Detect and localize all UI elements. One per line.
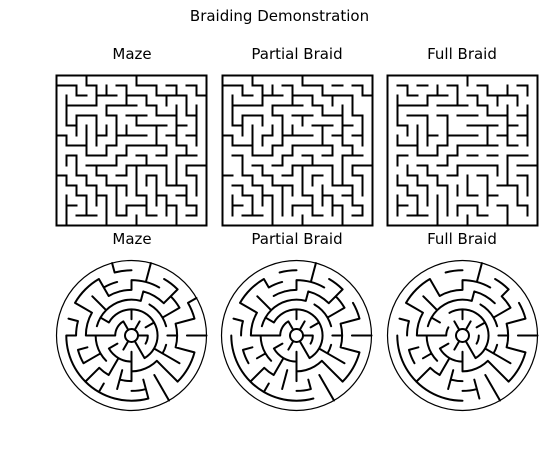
maze-walls bbox=[396, 262, 539, 402]
circular-maze-panel bbox=[55, 259, 208, 412]
square-full-braid-panel bbox=[386, 74, 539, 227]
maze-border bbox=[221, 74, 374, 227]
panel-title-circular-partial-braid: Partial Braid bbox=[251, 230, 343, 248]
panel-title-square-partial-braid: Partial Braid bbox=[251, 45, 343, 63]
maze-border bbox=[386, 74, 539, 227]
square-partial-braid-panel bbox=[221, 74, 374, 227]
square-maze-panel bbox=[55, 74, 208, 227]
maze-walls bbox=[230, 262, 373, 402]
maze-walls bbox=[65, 262, 208, 402]
maze-core bbox=[124, 328, 139, 343]
maze-core bbox=[455, 328, 470, 343]
circular-partial-braid-panel bbox=[220, 259, 373, 412]
figure-title: Braiding Demonstration bbox=[189, 7, 370, 25]
panel-title-square-full-braid: Full Braid bbox=[427, 45, 497, 63]
circular-full-braid-panel bbox=[386, 259, 539, 412]
maze-border bbox=[55, 74, 208, 227]
maze-core bbox=[289, 328, 304, 343]
panel-title-circular-maze: Maze bbox=[112, 230, 152, 248]
panel-title-circular-full-braid: Full Braid bbox=[427, 230, 497, 248]
panel-title-square-maze: Maze bbox=[112, 45, 152, 63]
